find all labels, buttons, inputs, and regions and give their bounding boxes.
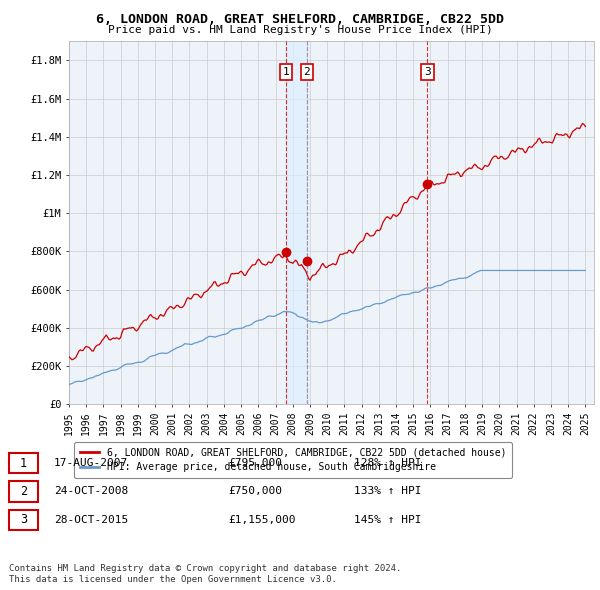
Text: £750,000: £750,000 <box>228 487 282 496</box>
Text: 3: 3 <box>20 513 27 526</box>
Text: 133% ↑ HPI: 133% ↑ HPI <box>354 487 421 496</box>
Bar <box>286 41 307 404</box>
Text: Price paid vs. HM Land Registry's House Price Index (HPI): Price paid vs. HM Land Registry's House … <box>107 25 493 35</box>
Text: 145% ↑ HPI: 145% ↑ HPI <box>354 515 421 525</box>
Text: 6, LONDON ROAD, GREAT SHELFORD, CAMBRIDGE, CB22 5DD: 6, LONDON ROAD, GREAT SHELFORD, CAMBRIDG… <box>96 13 504 26</box>
Text: Contains HM Land Registry data © Crown copyright and database right 2024.: Contains HM Land Registry data © Crown c… <box>9 565 401 573</box>
Text: £795,000: £795,000 <box>228 458 282 468</box>
Text: 2: 2 <box>20 485 27 498</box>
Text: 2: 2 <box>304 67 310 77</box>
Text: 28-OCT-2015: 28-OCT-2015 <box>54 515 128 525</box>
Text: £1,155,000: £1,155,000 <box>228 515 296 525</box>
Text: 17-AUG-2007: 17-AUG-2007 <box>54 458 128 468</box>
Text: 24-OCT-2008: 24-OCT-2008 <box>54 487 128 496</box>
Text: 128% ↑ HPI: 128% ↑ HPI <box>354 458 421 468</box>
Legend: 6, LONDON ROAD, GREAT SHELFORD, CAMBRIDGE, CB22 5DD (detached house), HPI: Avera: 6, LONDON ROAD, GREAT SHELFORD, CAMBRIDG… <box>74 442 512 478</box>
Text: 1: 1 <box>283 67 290 77</box>
Text: This data is licensed under the Open Government Licence v3.0.: This data is licensed under the Open Gov… <box>9 575 337 584</box>
Text: 1: 1 <box>20 457 27 470</box>
Text: 3: 3 <box>424 67 431 77</box>
